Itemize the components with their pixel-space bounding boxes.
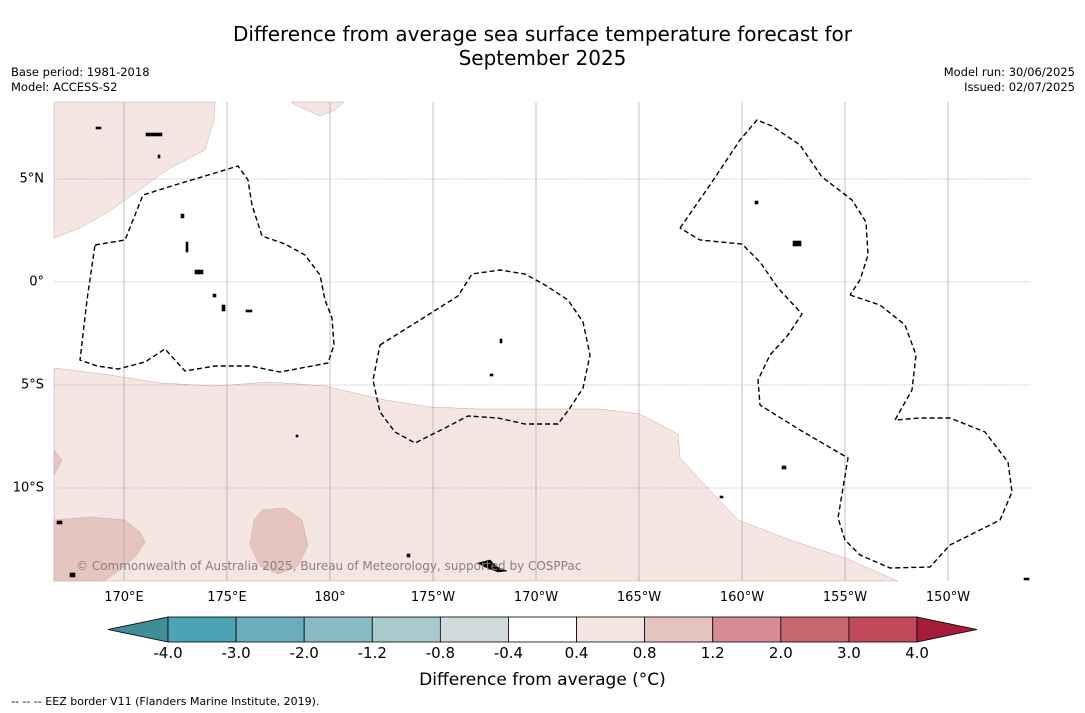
lon-label: 170°W [513,590,559,605]
meta-right: Model run: 30/06/2025 Issued: 02/07/2025 [944,65,1075,94]
island [792,240,802,247]
colorbar-swatch [780,616,850,643]
eez-line-south [679,227,1013,569]
island [499,338,503,344]
colorbar-tick-label: -4.0 [153,644,183,662]
colorbar-tick-label: -2.0 [289,644,319,662]
eez-kiribati-line [679,119,869,296]
lat-label: 0° [29,274,44,290]
colorbar [107,616,978,643]
island [185,241,189,253]
island [295,434,299,438]
lon-label: 170°E [104,590,144,605]
island [157,154,161,159]
colorbar-extend-high [916,616,978,643]
colorbar-tick-label: 1.2 [700,644,725,662]
issued-text: Issued: 02/07/2025 [964,79,1075,94]
island [245,309,253,313]
lat-label: 10°S [12,480,44,496]
lon-label: 160°W [719,590,765,605]
footnote-eez: -- -- -- EEZ border V11 (Flanders Marine… [11,695,320,708]
colorbar-swatch [235,616,305,643]
colorbar-swatch [712,616,782,643]
colorbar-tick-label: 4.0 [905,644,929,662]
colorbar-swatch [439,616,509,643]
title-line-2: September 2025 [458,46,627,70]
lon-label: 150°W [925,590,971,605]
colorbar-swatch [576,616,646,643]
island [489,373,494,377]
anomaly-shading [53,101,899,582]
anomaly-region-sw [53,516,146,582]
anomaly-region-top [290,101,345,117]
colorbar-swatch [848,616,918,643]
lon-label: 175°E [207,590,247,605]
lat-label: 5°S [20,377,44,393]
colorbar-tick-label: -1.2 [357,644,387,662]
lon-label: 165°W [616,590,662,605]
anomaly-region-south [53,367,899,582]
island [69,572,76,578]
island [406,553,411,558]
islands [56,126,1030,581]
island [719,495,724,499]
island [1023,577,1030,581]
lon-label: 175°W [410,590,456,605]
colorbar-swatch [508,616,577,643]
copyright-notice: © Commonwealth of Australia 2025, Bureau… [76,559,582,573]
colorbar-tick-label: 0.4 [564,644,589,662]
meta-left: Base period: 1981-2018 Model: ACCESS-S2 [11,65,150,94]
title-line-1: Difference from average sea surface temp… [232,22,852,46]
chart-title: Difference from average sea surface temp… [0,22,1085,70]
colorbar-extend-low [107,616,169,643]
colorbar-tick-label: -0.8 [425,644,455,662]
island [180,213,185,219]
colorbar-tick-label: -0.4 [493,644,524,662]
island [95,126,102,130]
colorbar-tick-label: 2.0 [768,644,793,662]
anomaly-region-w-edge [53,449,63,476]
island [781,465,787,470]
lon-label: 180° [314,590,346,605]
colorbar-swatch [303,616,373,643]
colorbar-tick-label: -3.0 [221,644,251,662]
model-run-text: Model run: 30/06/2025 [943,65,1075,79]
island [754,200,759,205]
lat-label: 5°N [19,171,45,187]
colorbar-swatch [644,616,714,643]
anomaly-region-samoa [249,507,309,575]
colorbar-tick-label: 0.8 [632,644,657,662]
lon-label: 155°W [822,590,868,605]
colorbar-swatch [167,616,237,643]
island [194,269,204,275]
eez-kiribati-phoenix [372,269,591,444]
model-text: Model: ACCESS-S2 [11,79,118,94]
colorbar-tick-labels: -4.0 -3.0 -2.0 -1.2 -0.8 -0.4 0.4 0.8 1.2 2.0 3.0 4… [0,644,1085,664]
island [221,304,226,312]
island-samoa [477,559,508,573]
colorbar-label: Difference from average (°C) [419,670,666,690]
anomaly-region-nw [53,101,216,239]
colorbar-tick-label: 3.0 [836,644,861,662]
eez-borders [79,119,1013,569]
graticule [54,102,1031,581]
island [212,293,217,298]
island [145,132,163,137]
island [56,520,63,525]
base-period-text: Base period: 1981-2018 [11,65,150,79]
eez-kiribati-gilberts [79,165,335,373]
colorbar-swatch [371,616,441,643]
